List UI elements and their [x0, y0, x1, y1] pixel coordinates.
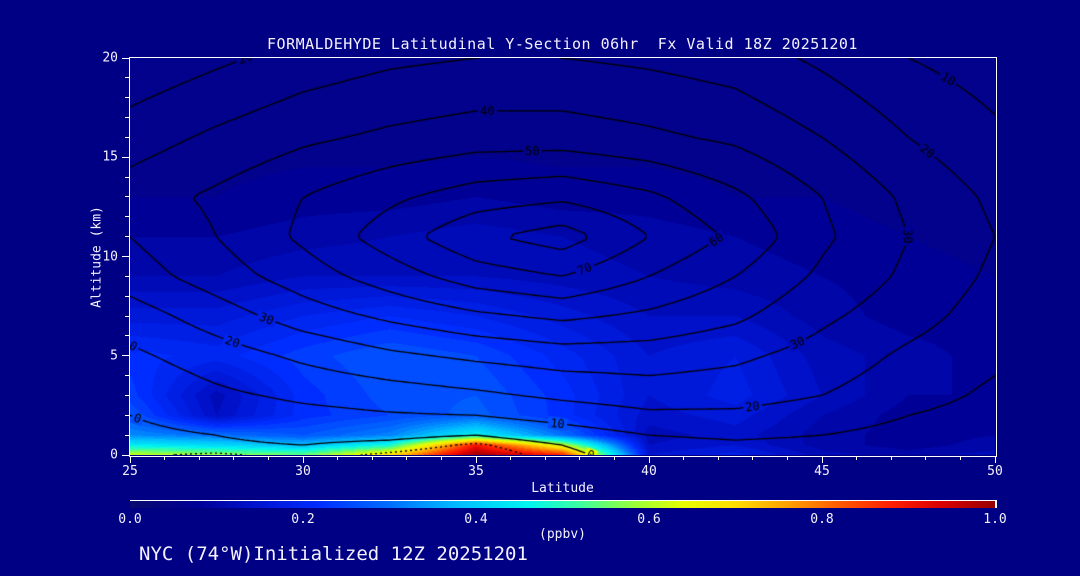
x-minor-tick	[752, 456, 754, 460]
colorbar-tick-label: 0.8	[810, 512, 834, 527]
colorbar-tick-label: 0.4	[464, 512, 488, 527]
y-minor-tick	[125, 236, 129, 238]
y-major-tick	[122, 355, 129, 357]
y-minor-tick	[125, 394, 129, 396]
chart-title: FORMALDEHYDE Latitudinal Y-Section 06hr …	[267, 35, 858, 53]
y-major-tick	[122, 256, 129, 257]
colorbar	[130, 500, 997, 508]
y-minor-tick	[125, 335, 129, 337]
y-minor-tick	[125, 216, 129, 218]
x-major-tick	[821, 456, 823, 463]
y-tick-label: 5	[110, 348, 118, 364]
x-minor-tick	[164, 456, 166, 460]
x-minor-tick	[371, 456, 373, 460]
y-tick-label: 20	[102, 50, 118, 66]
x-tick-label: 50	[987, 464, 1003, 479]
x-minor-tick	[683, 456, 685, 460]
y-minor-tick	[125, 176, 129, 178]
x-tick-label: 45	[814, 464, 830, 479]
x-minor-tick	[890, 456, 892, 460]
x-minor-tick	[440, 456, 442, 460]
y-tick-label: 0	[110, 447, 118, 463]
x-minor-tick	[233, 456, 235, 460]
x-minor-tick	[856, 456, 858, 460]
x-minor-tick	[717, 456, 719, 460]
y-minor-tick	[125, 117, 129, 119]
y-minor-tick	[125, 97, 129, 99]
y-minor-tick	[125, 414, 129, 416]
y-minor-tick	[125, 295, 129, 297]
x-minor-tick	[959, 456, 961, 460]
y-minor-tick	[125, 315, 129, 317]
y-minor-tick	[125, 375, 129, 377]
x-minor-tick	[579, 456, 581, 460]
x-minor-tick	[198, 456, 200, 460]
colorbar-tick-label: 0.6	[637, 512, 661, 527]
y-minor-tick	[125, 77, 129, 79]
x-major-tick	[475, 456, 477, 463]
x-major-tick	[994, 456, 996, 463]
x-minor-tick	[267, 456, 269, 460]
y-major-tick	[122, 57, 129, 59]
y-minor-tick	[125, 196, 129, 198]
x-tick-label: 40	[641, 464, 657, 479]
y-tick-label: 10	[102, 249, 118, 264]
contour-plot-canvas	[130, 58, 995, 455]
colorbar-tick-label: 0.0	[118, 512, 142, 527]
x-axis-title: Latitude	[531, 481, 594, 496]
colorbar-tick-label: 0.2	[291, 512, 315, 527]
x-tick-label: 25	[122, 464, 138, 479]
y-tick-label: 15	[102, 149, 118, 165]
y-major-tick	[122, 156, 129, 158]
station-init-label: NYC (74°W)Initialized 12Z 20251201	[139, 543, 528, 565]
y-minor-tick	[125, 434, 129, 436]
x-tick-label: 30	[295, 464, 311, 479]
x-minor-tick	[544, 456, 546, 460]
x-tick-label: 35	[468, 464, 484, 479]
colorbar-units-label: (ppbv)	[539, 527, 586, 542]
x-minor-tick	[406, 456, 408, 460]
y-minor-tick	[125, 136, 129, 138]
x-minor-tick	[925, 456, 927, 460]
x-minor-tick	[510, 456, 512, 460]
x-minor-tick	[337, 456, 339, 460]
x-minor-tick	[786, 456, 788, 460]
x-minor-tick	[613, 456, 615, 460]
colorbar-tick-label: 1.0	[983, 512, 1007, 527]
x-major-tick	[129, 456, 131, 463]
x-major-tick	[302, 456, 304, 463]
y-major-tick	[122, 454, 129, 456]
y-minor-tick	[125, 275, 129, 277]
x-major-tick	[648, 456, 650, 463]
